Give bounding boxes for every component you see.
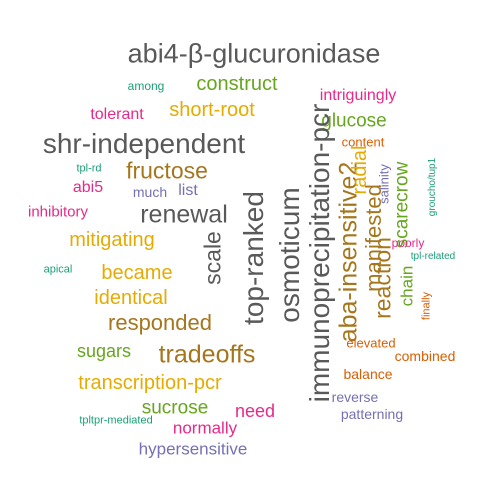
cloud-word: combined xyxy=(394,348,456,364)
cloud-word: poorly xyxy=(391,236,425,250)
cloud-word: among xyxy=(127,79,165,93)
cloud-word: glucose xyxy=(321,110,387,132)
cloud-word: identical xyxy=(94,287,168,309)
cloud-word: need xyxy=(234,401,276,421)
cloud-word: tradeoffs xyxy=(158,340,256,369)
cloud-word: reverse xyxy=(331,389,379,405)
cloud-word: normally xyxy=(172,418,238,438)
cloud-word: hypersensitive xyxy=(138,439,248,459)
cloud-word: top-ranked xyxy=(238,191,269,325)
cloud-word: groucho/tup1 xyxy=(427,157,438,217)
cloud-word: much xyxy=(132,184,168,200)
cloud-word: mitigating xyxy=(69,229,155,251)
cloud-word: fructose xyxy=(126,157,208,184)
cloud-word: tolerant xyxy=(90,106,144,123)
cloud-word: became xyxy=(101,262,173,284)
cloud-word: intriguingly xyxy=(319,87,397,104)
cloud-word: inhibitory xyxy=(27,203,89,221)
cloud-word: transcription-pcr xyxy=(78,372,222,394)
cloud-word: scale xyxy=(199,231,226,285)
cloud-word: apical xyxy=(43,263,73,276)
cloud-word: abi5 xyxy=(72,179,104,196)
cloud-word: salinity xyxy=(376,164,392,204)
cloud-word: abi4-β-glucuronidase xyxy=(127,38,381,69)
cloud-word: finally xyxy=(420,291,433,321)
cloud-word: chain xyxy=(397,265,417,307)
cloud-word: shr-independent xyxy=(42,128,246,159)
cloud-word: sugars xyxy=(76,341,132,361)
cloud-word: radial xyxy=(349,145,371,195)
cloud-word: construct xyxy=(196,73,278,95)
cloud-word: osmoticum xyxy=(274,187,305,323)
cloud-word: content xyxy=(341,134,385,150)
cloud-word: responded xyxy=(108,310,212,335)
cloud-word: tpl-rd xyxy=(76,162,102,175)
cloud-word: elevated xyxy=(346,335,396,351)
cloud-word: tpltpr-mediated xyxy=(79,414,153,427)
cloud-word: renewal xyxy=(140,200,228,229)
cloud-word: patterning xyxy=(340,406,404,422)
cloud-word: list xyxy=(178,182,198,199)
cloud-word: sucrose xyxy=(141,397,209,419)
cloud-word: tpl-related xyxy=(410,251,456,262)
cloud-word: immunoprecipitation-pcr xyxy=(304,103,335,403)
cloud-word: short-root xyxy=(169,99,255,121)
cloud-word: balance xyxy=(343,366,393,382)
